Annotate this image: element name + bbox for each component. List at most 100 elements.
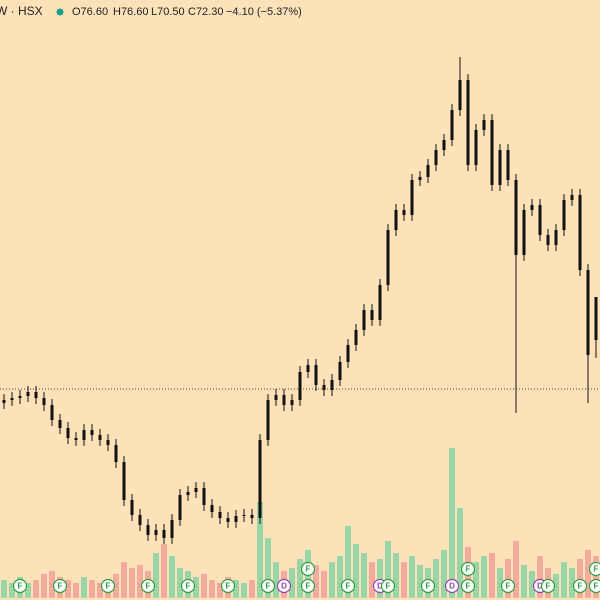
volume-bar [569, 568, 575, 598]
event-label: F [594, 565, 599, 574]
candle-body [298, 372, 302, 400]
candle-body [138, 515, 142, 525]
volume-bar [233, 580, 239, 598]
event-marker [380, 578, 396, 594]
candle-body [450, 110, 454, 140]
event-label: F [386, 582, 391, 591]
candle-body [370, 310, 374, 320]
candle-body [74, 438, 78, 440]
event-label: F [306, 582, 311, 591]
event-label: D [377, 582, 383, 591]
event-marker [52, 578, 68, 594]
volume-bar [289, 568, 295, 598]
volume-bar [89, 580, 95, 598]
event-label: F [266, 582, 271, 591]
event-label: F [306, 565, 311, 574]
candle-body [490, 120, 494, 185]
candle-body [426, 165, 430, 177]
ohlc-open: O76.60 [72, 6, 108, 18]
event-marker [444, 578, 460, 594]
volume-bar [537, 556, 543, 598]
candle-body [330, 380, 334, 390]
event-marker [588, 578, 600, 594]
candle-body [466, 80, 470, 165]
candle-body [82, 430, 86, 440]
event-marker [260, 578, 276, 594]
candle-body [514, 180, 518, 255]
volume-bar [25, 583, 31, 598]
volume-bar [297, 559, 303, 598]
candle-body [402, 210, 406, 215]
volume-bar [585, 550, 591, 598]
candle-body [90, 430, 94, 435]
volume-bar [497, 568, 503, 598]
candle-body [178, 495, 182, 520]
volume-bar [137, 565, 143, 598]
candle-body [114, 445, 118, 462]
candle-body [290, 400, 294, 405]
volume-bar [73, 583, 79, 598]
volume-bar [129, 568, 135, 598]
volume-bar [329, 562, 335, 598]
volume-bar [113, 574, 119, 598]
event-marker [460, 578, 476, 594]
candle-body [522, 210, 526, 255]
candle-body [578, 195, 582, 270]
ohlc-high: H76.60 [113, 6, 148, 18]
volume-bar [441, 550, 447, 598]
volume-bar [481, 556, 487, 598]
event-marker [588, 561, 600, 577]
volume-bar [521, 565, 527, 598]
volume-bar [153, 553, 159, 598]
volume-bar [553, 574, 559, 598]
event-marker [220, 578, 236, 594]
candle-body [482, 120, 486, 130]
event-label: F [546, 582, 551, 591]
volume-bar [241, 583, 247, 598]
candle-body [530, 205, 534, 210]
event-label: D [281, 582, 287, 591]
ohlc-change: −4.10 (−5.37%) [226, 6, 302, 18]
volume-bar [385, 541, 391, 598]
event-marker [420, 578, 436, 594]
volume-bar [369, 562, 375, 598]
event-label: D [537, 582, 543, 591]
candle-body [386, 230, 390, 285]
candle-body [442, 140, 446, 150]
candle-body [410, 180, 414, 215]
event-label: F [186, 582, 191, 591]
volume-bar [121, 562, 127, 598]
event-label: F [226, 582, 231, 591]
volume-bar [313, 565, 319, 598]
event-marker [12, 578, 28, 594]
volume-bar [193, 577, 199, 598]
candle-body [146, 525, 150, 535]
candle-body [346, 345, 350, 362]
volume-bar [265, 538, 271, 598]
volume-bar [529, 571, 535, 598]
event-label: F [18, 582, 23, 591]
volume-bar [409, 556, 415, 598]
volume-bar [249, 580, 255, 598]
volume-bar [209, 580, 215, 598]
candle-body [130, 500, 134, 515]
candle-body [258, 440, 262, 518]
event-label: F [466, 565, 471, 574]
candle-body [338, 362, 342, 380]
candle-body [58, 420, 62, 428]
candle-body [162, 530, 166, 538]
volume-bar [457, 508, 463, 598]
candle-body [274, 395, 278, 400]
volume-bar [593, 556, 599, 598]
event-marker [276, 578, 292, 594]
candle-body [226, 518, 230, 522]
event-marker [340, 578, 356, 594]
candle-body [354, 330, 358, 345]
candle-body [234, 516, 238, 522]
status-dot [56, 8, 64, 16]
volume-bar [97, 583, 103, 598]
volume-bar [513, 541, 519, 598]
candle-body [378, 285, 382, 320]
